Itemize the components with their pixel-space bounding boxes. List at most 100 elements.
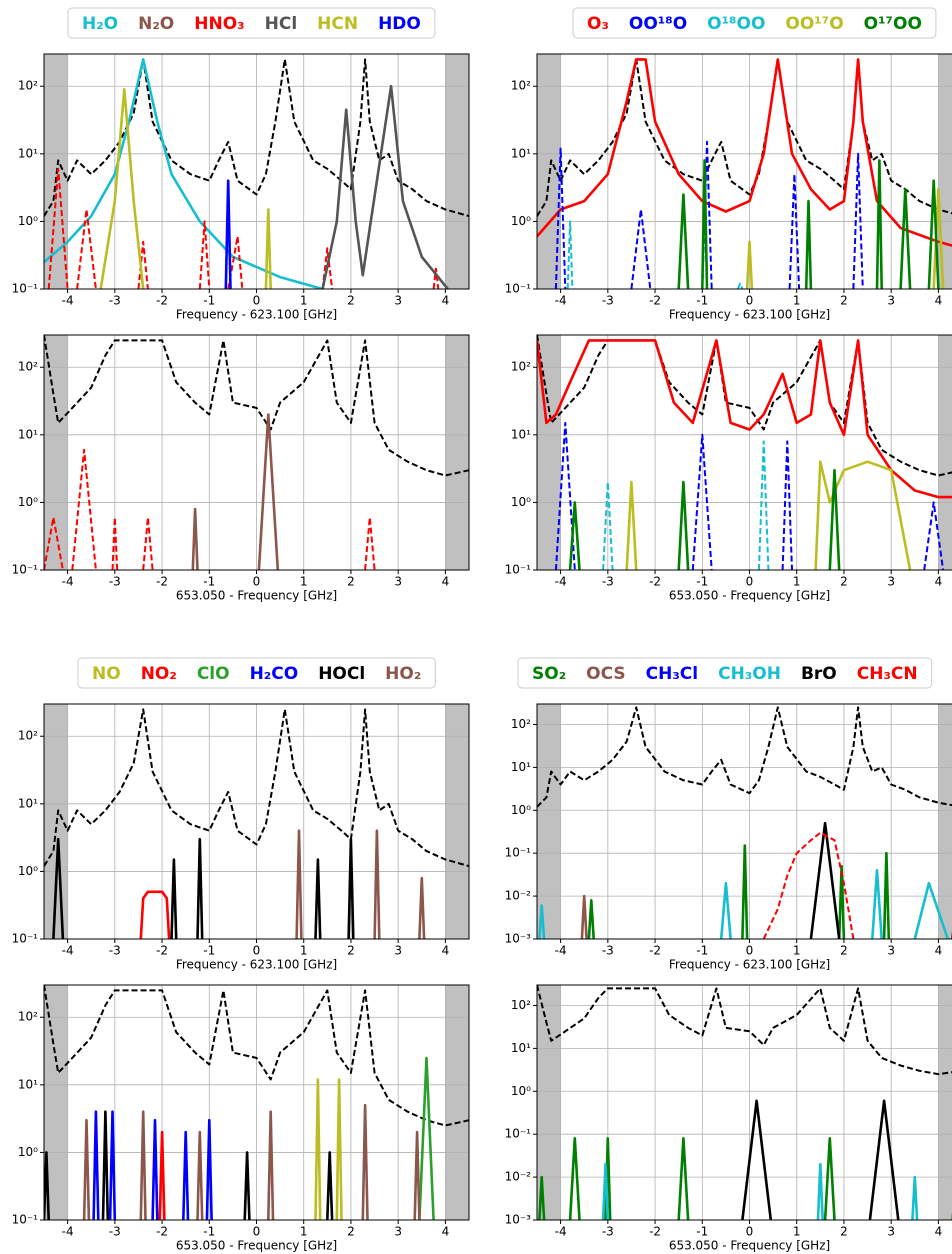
legend: O₃ OO¹⁸O O¹⁸OO OO¹⁷O O¹⁷OO — [572, 7, 937, 39]
x-tick-label: 4 — [935, 294, 943, 308]
y-tick-label: 10⁻¹ — [12, 563, 39, 577]
series-line — [52, 837, 355, 939]
x-tick-label: 3 — [887, 575, 895, 589]
series-line — [158, 1130, 166, 1220]
y-tick-label: 10⁻¹ — [12, 932, 39, 946]
x-tick-label: -3 — [109, 944, 121, 958]
x-tick-label: 2 — [840, 294, 848, 308]
x-tick-label: 4 — [442, 294, 450, 308]
x-tick-label: 1 — [300, 944, 308, 958]
series-line — [554, 421, 945, 570]
plot-frame — [536, 334, 952, 571]
panel: -4 -3 -2 -1 0 1 2 3 4 10⁻¹ 10⁰ 10¹ 10² Frequency - 62… — [505, 53, 952, 322]
y-tick-label: 10⁰ — [18, 1145, 38, 1159]
x-tick-label: 3 — [887, 294, 895, 308]
panel: -4 -3 -2 -1 0 1 2 3 4 10⁻¹ 10⁰ 10¹ 10² 653.050 - Freq… — [12, 334, 470, 603]
x-tick-label: -3 — [109, 1225, 121, 1239]
legend-entry: HO₂ — [385, 664, 421, 684]
x-axis-label: 653.050 - Frequency [GHz] — [669, 1239, 830, 1253]
legend-entry: HCN — [317, 14, 358, 34]
x-tick-label: -4 — [555, 1225, 567, 1239]
y-tick-label: 10⁻¹ — [505, 1127, 532, 1141]
y-tick-label: 10² — [18, 79, 38, 93]
legend-entry: NO — [92, 664, 121, 684]
series-line — [44, 1110, 334, 1220]
plot-frame — [43, 334, 470, 571]
shaded-band — [445, 704, 469, 939]
legend-entry: N₂O — [138, 14, 174, 34]
x-tick-label: 3 — [887, 1225, 895, 1239]
x-tick-label: -2 — [649, 575, 661, 589]
y-tick-label: 10⁻³ — [505, 1213, 532, 1227]
series-line — [44, 58, 323, 289]
shaded-band — [938, 335, 952, 570]
series-line — [537, 335, 952, 477]
x-tick-label: -2 — [156, 944, 168, 958]
x-tick-label: 1 — [300, 294, 308, 308]
series-line — [741, 1099, 900, 1220]
y-tick-label: 10¹ — [18, 796, 38, 810]
shaded-band — [938, 704, 952, 939]
legend-entry: H₂O — [82, 14, 118, 34]
x-tick-label: 3 — [887, 944, 895, 958]
x-tick-label: 1 — [793, 575, 801, 589]
legend-entry: CH₃CN — [857, 664, 918, 684]
y-tick-label: 10² — [511, 717, 531, 731]
series-line — [44, 335, 469, 477]
plot-area — [44, 704, 469, 939]
x-tick-label: 0 — [253, 575, 261, 589]
shaded-band — [938, 985, 952, 1220]
legend-box — [572, 7, 937, 39]
plot-area — [537, 54, 952, 289]
series-line — [82, 1103, 421, 1220]
series-line — [139, 890, 171, 939]
x-tick-label: -1 — [696, 294, 708, 308]
x-tick-label: -2 — [649, 1225, 661, 1239]
x-tick-label: 3 — [394, 575, 402, 589]
x-tick-label: 4 — [935, 944, 943, 958]
x-tick-label: -1 — [203, 294, 215, 308]
plot-frame — [536, 984, 952, 1221]
series-line — [677, 159, 940, 289]
y-tick-label: 10² — [18, 729, 38, 743]
panel: -4 -3 -2 -1 0 1 2 3 4 10⁻¹ 10⁰ 10¹ 10² 653.050 - Freq… — [505, 334, 952, 603]
shaded-band — [537, 704, 561, 939]
x-axis-label: Frequency - 623.100 [GHz] — [176, 308, 337, 322]
legend-entry: NO₂ — [141, 664, 177, 684]
y-tick-label: 10¹ — [18, 146, 38, 160]
y-tick-label: 10⁰ — [511, 803, 531, 817]
shaded-band — [445, 54, 469, 289]
x-axis-label: Frequency - 623.100 [GHz] — [669, 308, 830, 322]
y-tick-label: 10² — [511, 998, 531, 1012]
series-line — [44, 708, 469, 868]
x-tick-label: 2 — [840, 1225, 848, 1239]
x-tick-label: -3 — [109, 294, 121, 308]
x-tick-label: 0 — [746, 575, 754, 589]
y-tick-label: 10⁰ — [511, 1084, 531, 1098]
plot-area — [537, 704, 952, 939]
panel: -4 -3 -2 -1 0 1 2 3 4 10⁻¹ 10⁰ 10¹ 10² 653.050 - Freq… — [12, 984, 470, 1253]
x-tick-label: 1 — [793, 294, 801, 308]
legend-entry: OO¹⁸O — [629, 14, 687, 34]
x-tick-label: 2 — [347, 575, 355, 589]
x-tick-label: 2 — [840, 944, 848, 958]
x-tick-label: -2 — [156, 575, 168, 589]
x-tick-label: 0 — [253, 294, 261, 308]
y-tick-label: 10¹ — [511, 760, 531, 774]
legend-entry: HNO₃ — [194, 14, 244, 34]
x-tick-label: 4 — [442, 575, 450, 589]
shaded-band — [44, 54, 68, 289]
legend-entry: HCl — [265, 14, 298, 34]
plot-frame — [536, 53, 952, 290]
plot-frame — [43, 703, 470, 940]
series-line — [224, 179, 232, 289]
x-tick-label: -3 — [602, 294, 614, 308]
x-axis-label: 653.050 - Frequency [GHz] — [669, 589, 830, 603]
series-line — [418, 1056, 435, 1220]
x-axis-label: Frequency - 623.100 [GHz] — [669, 958, 830, 972]
x-tick-label: 1 — [300, 1225, 308, 1239]
series-line — [568, 468, 841, 570]
series-line — [92, 1110, 213, 1220]
shaded-band — [44, 704, 68, 939]
series-line — [602, 440, 770, 570]
